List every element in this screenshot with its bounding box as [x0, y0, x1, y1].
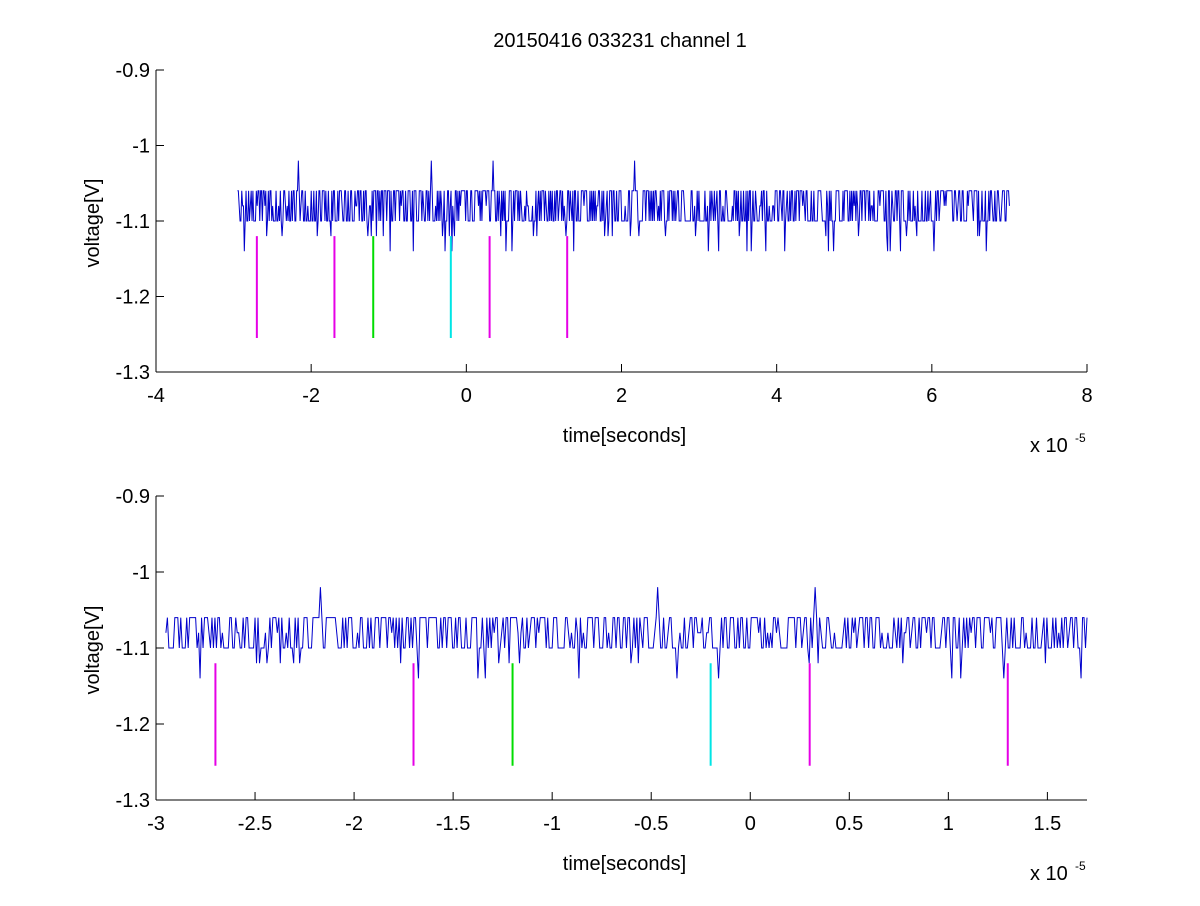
- x-tick-label: -1.5: [436, 813, 470, 835]
- x-tick-label: -1: [543, 813, 561, 835]
- x-tick-label: -2: [345, 813, 363, 835]
- y-axis-label: voltage[V]: [82, 179, 104, 268]
- x-exponent-label: x 10: [1030, 863, 1068, 885]
- x-axis-label: time[seconds]: [563, 425, 686, 447]
- y-tick-label: -0.9: [116, 60, 150, 82]
- x-tick-label: 1.5: [1033, 813, 1061, 835]
- x-tick-label: -3: [147, 813, 165, 835]
- y-tick-label: -1.3: [116, 362, 150, 384]
- y-tick-label: -1.3: [116, 790, 150, 812]
- y-axis-label: voltage[V]: [82, 606, 104, 695]
- x-tick-label: 0: [745, 813, 756, 835]
- x-tick-label: 8: [1081, 385, 1092, 407]
- y-tick-label: -1: [132, 562, 150, 584]
- x-tick-label: 6: [926, 385, 937, 407]
- signal-line: [237, 160, 1010, 252]
- x-tick-label: 0: [461, 385, 472, 407]
- x-tick-label: 2: [616, 385, 627, 407]
- x-tick-label: 1: [943, 813, 954, 835]
- x-exponent-label: x 10: [1030, 435, 1068, 457]
- top-axes: -1.3 -1.2 -1.1 -1 -0.9 -4 -2 0 2 4 6 8 time[seconds]…: [82, 60, 1093, 457]
- x-tick-label: -0.5: [634, 813, 668, 835]
- x-exponent-power: -5: [1075, 431, 1086, 445]
- x-tick-label: -2: [302, 385, 320, 407]
- bottom-axes: -1.3 -1.2 -1.1 -1 -0.9 -3 -2.5 -2 -1.5 -1 -0.5 0 0.5…: [82, 486, 1088, 885]
- x-tick-label: -4: [147, 385, 165, 407]
- y-tick-label: -0.9: [116, 486, 150, 508]
- y-tick-label: -1.1: [116, 211, 150, 233]
- x-tick-label: 4: [771, 385, 782, 407]
- x-tick-label: -2.5: [238, 813, 272, 835]
- y-tick-label: -1.2: [116, 714, 150, 736]
- x-tick-label: 0.5: [835, 813, 863, 835]
- y-tick-label: -1.2: [116, 287, 150, 309]
- x-exponent-power: -5: [1075, 859, 1086, 873]
- y-tick-label: -1: [132, 136, 150, 158]
- y-tick-label: -1.1: [116, 638, 150, 660]
- signal-line: [165, 587, 1088, 679]
- x-axis-label: time[seconds]: [563, 853, 686, 875]
- figure-title: 20150416 033231 channel 1: [493, 30, 747, 52]
